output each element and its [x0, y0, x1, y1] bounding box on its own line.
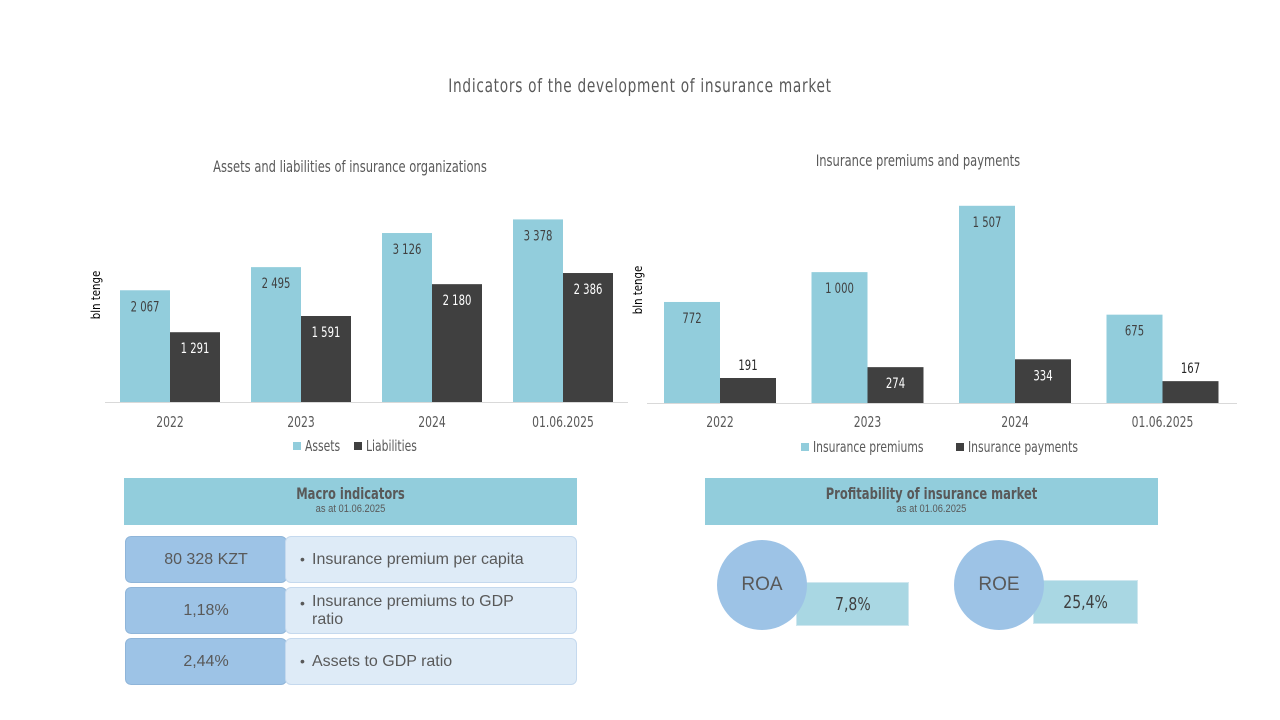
bullet-icon: • [300, 595, 305, 611]
data-label: 3 126 [393, 241, 422, 257]
bar [720, 378, 776, 403]
x-tick-label: 2023 [287, 414, 314, 431]
profitability-subtitle: as at 01.06.2025 [896, 503, 967, 515]
data-label: 334 [1033, 368, 1052, 384]
data-label: 2 495 [262, 276, 291, 292]
chart-title: Assets and liabilities of insurance orga… [213, 158, 487, 176]
assets-liabilities-chart: Assets and liabilities of insurance orga… [89, 158, 628, 456]
legend-swatch [956, 443, 964, 451]
data-label: 1 291 [181, 341, 210, 357]
data-label: 675 [1125, 323, 1144, 339]
data-label: 2 067 [131, 299, 160, 315]
bullet-icon: • [300, 653, 305, 669]
x-tick-label: 01.06.2025 [532, 414, 594, 431]
bar [867, 367, 924, 403]
roe-circle: ROE [954, 540, 1044, 630]
roa-value-box: 7,8% [796, 582, 909, 626]
bar [170, 332, 220, 402]
legend-label: Insurance payments [968, 439, 1078, 456]
bar [664, 301, 720, 403]
data-label: 3 378 [524, 228, 553, 244]
data-label: 1 000 [825, 281, 854, 297]
y-axis-label: bln tenge [631, 266, 645, 315]
macro-header: Macro indicators as at 01.06.2025 [124, 478, 577, 525]
legend-label: Assets [305, 438, 340, 455]
macro-subtitle: as at 01.06.2025 [315, 503, 386, 515]
bar [1015, 359, 1071, 403]
macro-row: 2,44% • Assets to GDP ratio [125, 638, 577, 685]
bar [513, 219, 563, 402]
legend-swatch [354, 442, 362, 450]
macro-title: Macro indicators [296, 484, 405, 503]
macro-row: 1,18% • Insurance premiums to GDP ratio [125, 587, 577, 634]
legend-label: Liabilities [366, 438, 417, 455]
x-tick-label: 2024 [418, 414, 445, 431]
premiums-payments-chart: Insurance premiums and payments bln tenge… [631, 152, 1237, 457]
profitability-title: Profitability of insurance market [825, 484, 1038, 503]
x-tick-label: 2022 [706, 414, 733, 431]
macro-row: 80 328 KZT • Insurance premium per capit… [125, 536, 577, 583]
data-label: 274 [886, 376, 905, 392]
roe-value-box: 25,4% [1033, 580, 1138, 624]
data-label: 1 591 [312, 324, 341, 340]
data-label: 1 507 [973, 214, 1002, 230]
bar [959, 205, 1015, 403]
data-label: 2 386 [574, 281, 603, 297]
bar [120, 290, 170, 402]
macro-label: Assets to GDP ratio [312, 652, 453, 670]
bullet-icon: • [300, 551, 305, 567]
x-tick-label: 01.06.2025 [1132, 414, 1194, 431]
bar [382, 233, 432, 402]
roa-circle: ROA [717, 540, 807, 630]
bar [301, 316, 351, 402]
macro-value: 80 328 KZT [125, 536, 287, 583]
macro-desc: • Assets to GDP ratio [285, 638, 577, 685]
roe-label: ROE [978, 574, 1020, 595]
bar [1162, 381, 1219, 403]
x-tick-label: 2023 [854, 414, 881, 431]
y-axis-label: bln tenge [89, 271, 103, 320]
page-title: Indicators of the development of insuran… [448, 75, 832, 97]
x-tick-label: 2024 [1001, 414, 1028, 431]
legend-label: Insurance premiums [813, 439, 924, 456]
bar [563, 273, 613, 402]
bar [1106, 314, 1163, 403]
data-label: 772 [682, 310, 701, 326]
bar [432, 284, 482, 402]
macro-label: Insurance premiums to GDP ratio [312, 592, 514, 628]
roe-value: 25,4% [1063, 591, 1108, 613]
legend-swatch [801, 443, 809, 451]
macro-label: Insurance premium per capita [312, 550, 524, 568]
profitability-header: Profitability of insurance market as at … [705, 478, 1158, 525]
chart-title: Insurance premiums and payments [816, 152, 1020, 170]
roa-value: 7,8% [834, 593, 871, 615]
bar [251, 267, 301, 402]
macro-desc: • Insurance premium per capita [285, 536, 577, 583]
data-label: 191 [738, 357, 757, 373]
roa-label: ROA [741, 574, 783, 595]
x-tick-label: 2022 [156, 414, 183, 431]
legend-swatch [293, 442, 301, 450]
macro-value: 2,44% [125, 638, 287, 685]
bar [811, 272, 868, 403]
data-label: 2 180 [443, 293, 472, 309]
macro-value: 1,18% [125, 587, 287, 634]
data-label: 167 [1181, 361, 1200, 377]
macro-desc: • Insurance premiums to GDP ratio [285, 587, 577, 634]
